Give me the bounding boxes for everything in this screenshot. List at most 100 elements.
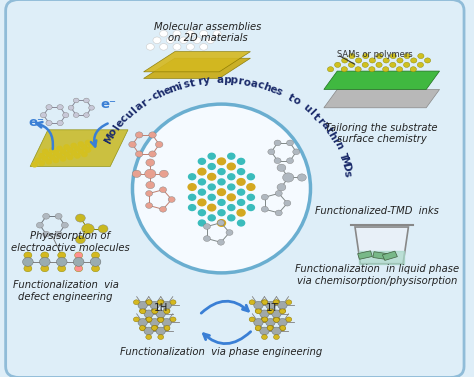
Circle shape [162, 319, 172, 326]
Circle shape [237, 209, 245, 216]
Circle shape [208, 215, 215, 221]
Text: r: r [139, 97, 149, 108]
Circle shape [218, 179, 225, 185]
Text: T: T [337, 152, 348, 161]
Circle shape [170, 300, 176, 305]
Circle shape [46, 104, 52, 110]
Circle shape [82, 145, 87, 149]
Circle shape [273, 300, 279, 305]
Circle shape [82, 224, 94, 234]
Circle shape [56, 257, 67, 266]
Circle shape [145, 169, 156, 178]
Circle shape [356, 58, 362, 63]
Text: -: - [145, 94, 155, 104]
Text: t: t [323, 126, 334, 135]
Circle shape [249, 300, 255, 305]
Circle shape [133, 300, 139, 305]
Circle shape [249, 317, 255, 322]
Polygon shape [144, 58, 250, 78]
Circle shape [67, 155, 73, 159]
Circle shape [208, 164, 215, 169]
Circle shape [57, 154, 62, 158]
Circle shape [198, 179, 205, 185]
Circle shape [208, 153, 215, 159]
Circle shape [268, 308, 273, 313]
Circle shape [71, 143, 76, 148]
Circle shape [146, 317, 151, 322]
Circle shape [418, 54, 424, 58]
Circle shape [75, 236, 85, 244]
Circle shape [64, 145, 69, 149]
Circle shape [166, 37, 174, 44]
Circle shape [146, 181, 155, 188]
Circle shape [280, 326, 285, 331]
Circle shape [228, 215, 235, 221]
Circle shape [55, 231, 62, 237]
Circle shape [132, 170, 141, 178]
Circle shape [208, 204, 216, 211]
Text: u: u [123, 108, 136, 120]
Circle shape [57, 146, 62, 151]
Circle shape [138, 301, 147, 309]
Circle shape [266, 319, 275, 326]
Circle shape [57, 104, 63, 110]
Circle shape [129, 141, 136, 147]
Text: t: t [286, 92, 295, 103]
Circle shape [278, 319, 287, 326]
Circle shape [41, 252, 49, 259]
Circle shape [273, 317, 279, 322]
Circle shape [255, 326, 261, 330]
Circle shape [85, 141, 91, 145]
Text: c: c [255, 80, 264, 91]
Circle shape [335, 62, 341, 67]
Circle shape [273, 335, 279, 339]
Text: e⁻: e⁻ [100, 98, 116, 110]
Circle shape [298, 174, 306, 181]
Circle shape [218, 210, 225, 216]
Circle shape [280, 326, 286, 330]
Circle shape [272, 327, 281, 335]
Circle shape [410, 67, 417, 72]
Circle shape [228, 184, 235, 190]
Circle shape [287, 140, 293, 146]
Circle shape [200, 44, 208, 50]
Circle shape [144, 327, 154, 335]
Text: r: r [237, 76, 244, 87]
Text: 1H: 1H [154, 303, 169, 313]
Circle shape [255, 308, 261, 313]
Circle shape [40, 113, 46, 118]
Circle shape [146, 317, 152, 322]
Circle shape [173, 44, 181, 50]
Polygon shape [144, 52, 250, 72]
Circle shape [237, 220, 245, 226]
Circle shape [150, 319, 159, 326]
Circle shape [203, 236, 210, 241]
Circle shape [262, 335, 267, 339]
Text: SAMs or polymers: SAMs or polymers [337, 50, 413, 59]
Text: s: s [274, 86, 284, 98]
Circle shape [272, 310, 281, 318]
Circle shape [261, 194, 268, 200]
Circle shape [383, 67, 389, 72]
Circle shape [39, 161, 45, 166]
Circle shape [189, 174, 196, 180]
Circle shape [146, 335, 152, 339]
Circle shape [155, 141, 163, 147]
Text: l: l [111, 124, 122, 132]
Circle shape [91, 252, 100, 259]
Circle shape [136, 132, 143, 138]
Circle shape [369, 67, 375, 72]
Circle shape [74, 146, 80, 151]
Circle shape [152, 326, 158, 330]
Circle shape [39, 154, 45, 158]
Circle shape [198, 220, 205, 226]
Text: c: c [150, 90, 161, 102]
Text: m: m [167, 81, 181, 95]
Circle shape [328, 67, 334, 72]
Circle shape [237, 179, 245, 185]
Circle shape [46, 152, 52, 156]
Circle shape [83, 98, 89, 103]
Text: r: r [196, 77, 203, 87]
Circle shape [149, 132, 156, 138]
Circle shape [274, 300, 280, 305]
